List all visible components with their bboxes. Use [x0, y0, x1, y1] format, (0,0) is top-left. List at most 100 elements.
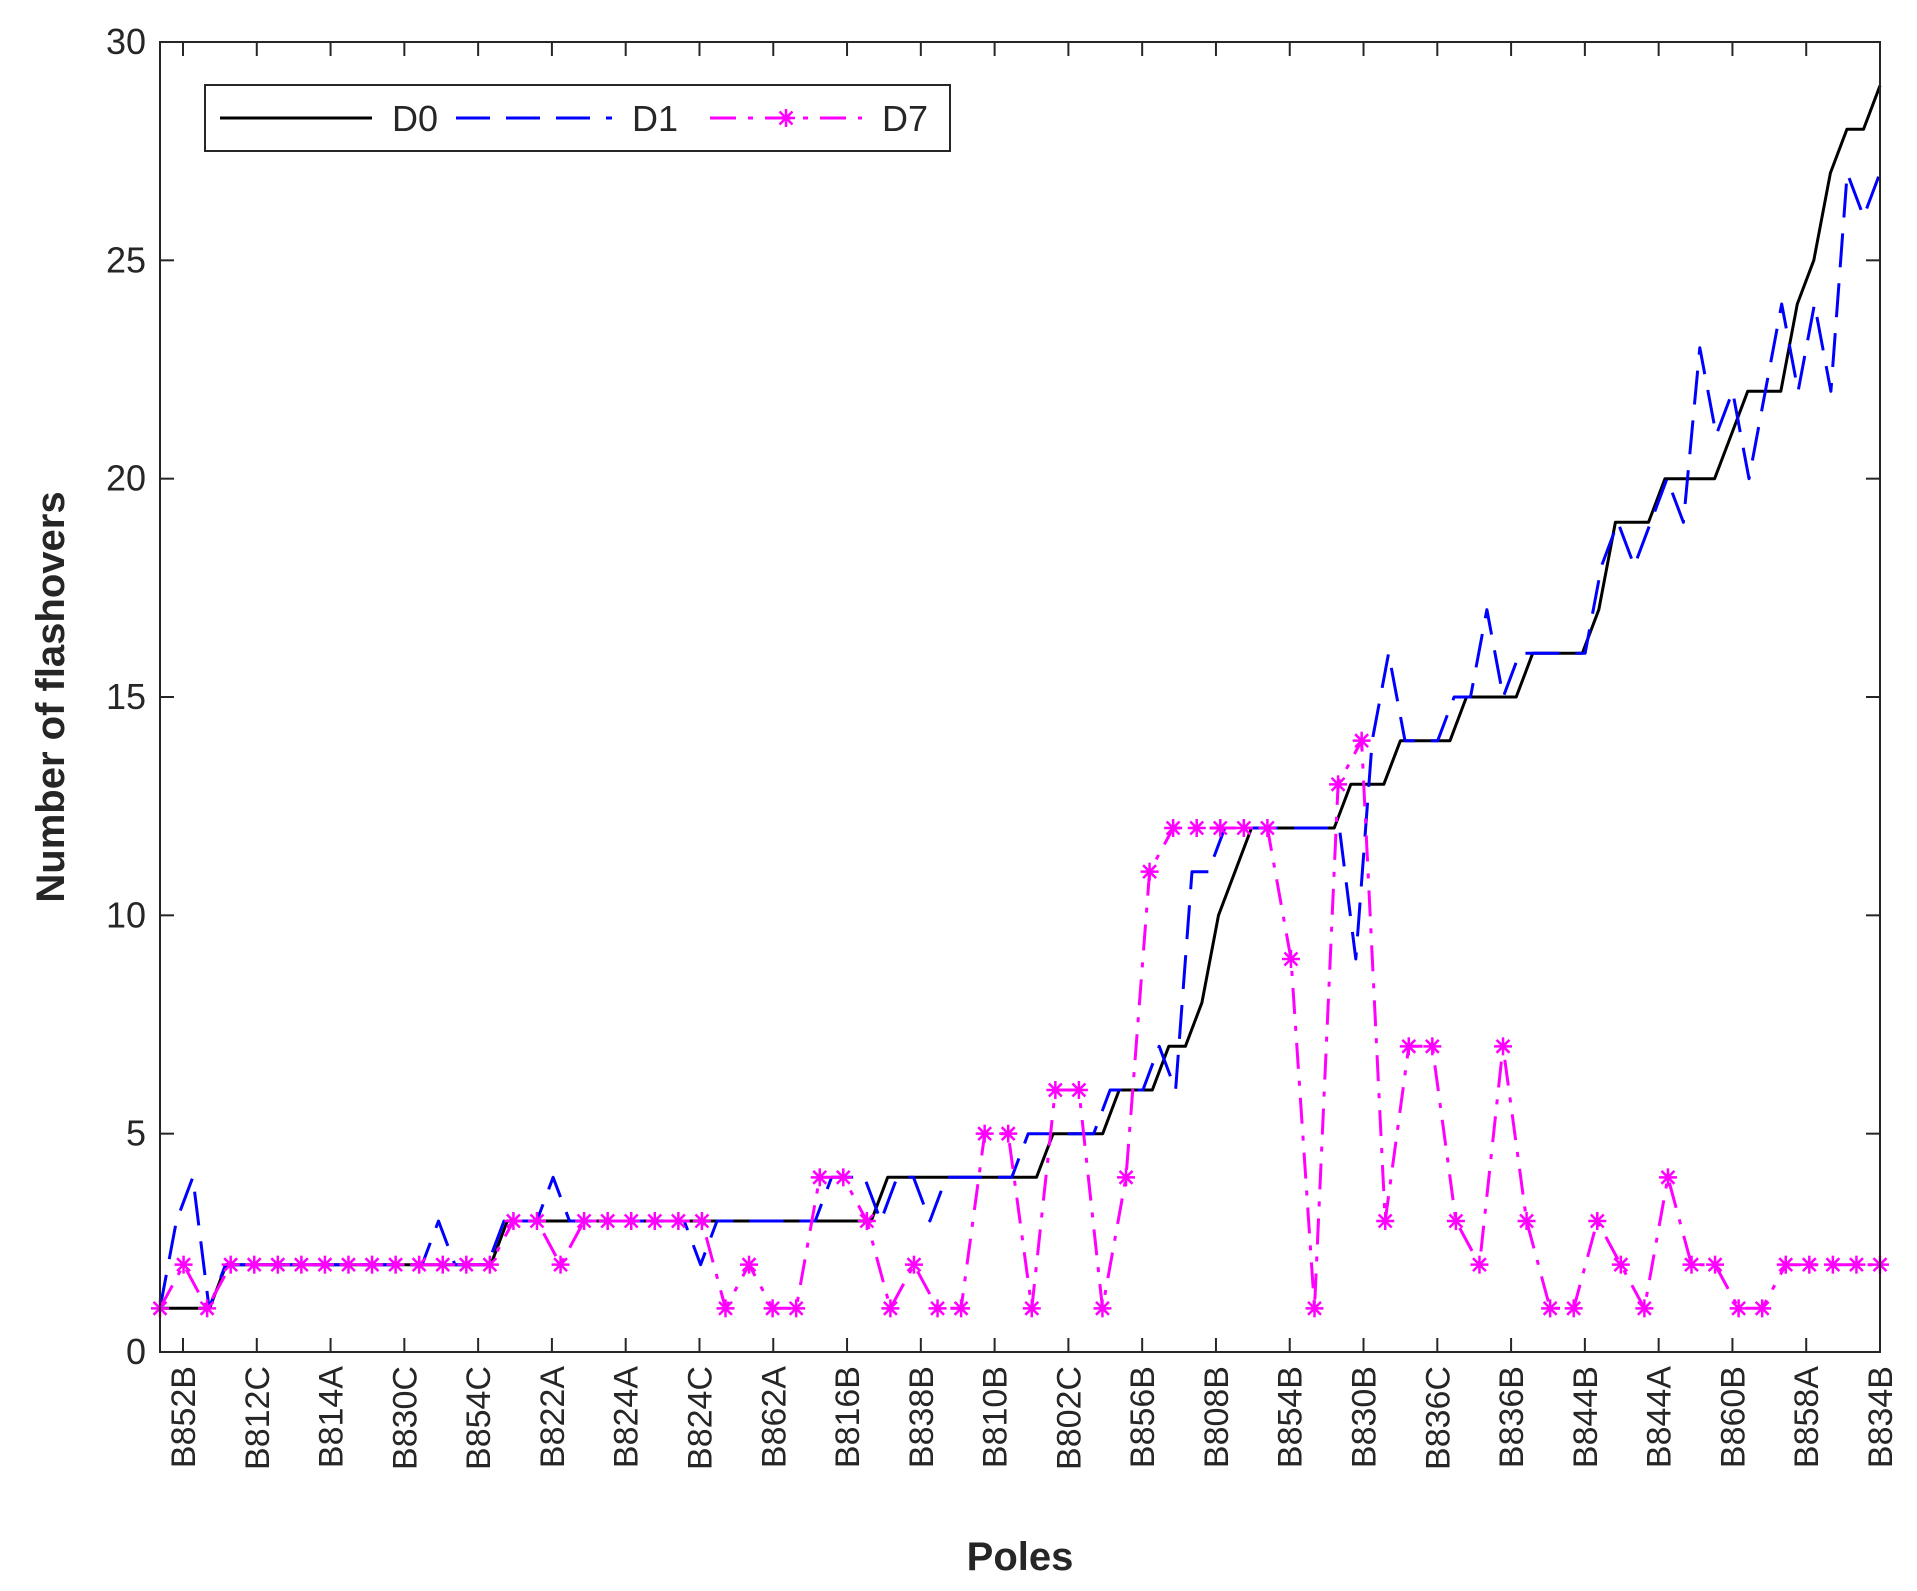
x-tick-label: B862A	[755, 1366, 793, 1468]
data-point-marker	[221, 1255, 240, 1274]
x-tick-label: B858A	[1788, 1366, 1826, 1468]
y-tick-label: 10	[106, 894, 146, 935]
data-point-marker	[928, 1299, 947, 1318]
y-tick-label: 30	[106, 21, 146, 62]
x-tick-label: B816B	[829, 1366, 867, 1468]
x-tick-label: B814A	[313, 1366, 351, 1468]
x-axis: B852B B812C B814A B830C B854C B822A B824A B824C…	[165, 42, 1900, 1470]
x-tick-label: B854B	[1272, 1366, 1310, 1468]
data-point-marker	[1706, 1255, 1725, 1274]
data-point-marker	[1376, 1212, 1395, 1230]
data-point-marker	[1682, 1255, 1701, 1274]
data-point-marker	[410, 1255, 429, 1274]
data-point-marker	[292, 1255, 311, 1274]
data-point-marker	[598, 1212, 617, 1230]
data-point-marker	[1588, 1212, 1607, 1230]
data-point-marker	[1093, 1299, 1112, 1318]
data-point-marker	[1258, 819, 1277, 837]
x-tick-label: B834B	[1862, 1366, 1900, 1468]
data-point-marker	[575, 1212, 594, 1230]
x-tick-label: B824A	[608, 1366, 646, 1468]
data-point-marker	[433, 1255, 452, 1274]
data-point-marker	[268, 1255, 287, 1274]
data-point-marker	[1046, 1081, 1065, 1099]
x-tick-label: B822A	[534, 1366, 572, 1468]
data-point-marker	[339, 1255, 358, 1274]
y-tick-label: 0	[126, 1331, 146, 1372]
x-tick-label: B812C	[239, 1366, 277, 1470]
legend: D0 D1 D7	[204, 84, 951, 152]
x-axis-title: Poles	[967, 1535, 1074, 1579]
x-tick-label: B836C	[1419, 1366, 1457, 1470]
x-tick-label: B856B	[1124, 1366, 1162, 1468]
data-point-marker	[1423, 1037, 1442, 1056]
data-point-marker	[834, 1168, 853, 1187]
data-point-marker	[777, 109, 795, 127]
data-point-marker	[1352, 731, 1371, 750]
data-point-marker	[1800, 1255, 1819, 1274]
data-point-marker	[1117, 1168, 1136, 1187]
x-tick-label: B802C	[1050, 1366, 1088, 1470]
data-point-marker	[363, 1255, 382, 1274]
data-point-marker	[952, 1299, 971, 1318]
data-point-marker	[198, 1299, 217, 1318]
data-point-marker	[315, 1255, 334, 1274]
data-point-marker	[1847, 1255, 1866, 1274]
x-tick-label: B830C	[386, 1366, 424, 1470]
data-point-marker	[1611, 1255, 1630, 1274]
data-point-marker	[881, 1299, 900, 1318]
y-tick-label: 5	[126, 1113, 146, 1154]
legend-label-d7: D7	[882, 98, 928, 139]
legend-label-d1: D1	[632, 98, 678, 139]
x-tick-label: B824C	[681, 1366, 719, 1470]
data-point-marker	[1211, 819, 1230, 837]
data-point-marker	[245, 1255, 264, 1274]
series-layer	[151, 85, 1889, 1318]
data-point-marker	[527, 1212, 546, 1230]
y-tick-label: 15	[106, 676, 146, 717]
x-tick-label: B808B	[1198, 1366, 1236, 1468]
y-tick-label: 25	[106, 239, 146, 280]
x-tick-label: B830B	[1346, 1366, 1384, 1468]
data-point-marker	[1399, 1037, 1418, 1056]
data-point-marker	[551, 1255, 570, 1274]
data-point-marker	[1069, 1081, 1088, 1099]
data-point-marker	[1658, 1168, 1677, 1187]
y-tick-label: 20	[106, 458, 146, 499]
data-point-marker	[1823, 1255, 1842, 1274]
data-point-marker	[1187, 819, 1206, 837]
data-point-marker	[1564, 1299, 1583, 1318]
data-point-marker	[1446, 1212, 1465, 1230]
x-tick-label: B854C	[460, 1366, 498, 1470]
data-point-marker	[740, 1255, 759, 1274]
data-point-marker	[1140, 862, 1159, 881]
data-point-marker	[457, 1255, 476, 1274]
series-line-d7	[158, 739, 1880, 1310]
x-tick-label: B844B	[1567, 1366, 1605, 1468]
data-point-marker	[480, 1255, 499, 1274]
legend-label-d0: D0	[392, 98, 438, 139]
x-tick-label: B838B	[903, 1366, 941, 1468]
y-axis: 0 5 10 15 20 25 30	[106, 21, 1880, 1372]
data-point-marker	[386, 1255, 405, 1274]
data-point-marker	[1541, 1299, 1560, 1318]
series-line-d1	[158, 171, 1882, 1310]
data-point-marker	[174, 1255, 193, 1274]
data-point-marker	[504, 1212, 523, 1230]
data-point-marker	[1022, 1299, 1041, 1318]
x-tick-label: B844A	[1641, 1366, 1679, 1468]
data-point-marker	[1494, 1037, 1513, 1056]
x-tick-label: B810B	[977, 1366, 1015, 1468]
data-point-marker	[1729, 1299, 1748, 1318]
data-point-marker	[1305, 1299, 1324, 1318]
data-point-marker	[692, 1212, 711, 1230]
x-tick-label: B852B	[165, 1366, 203, 1468]
y-axis-title: Number of flashovers	[29, 491, 73, 902]
data-point-marker	[1776, 1255, 1795, 1274]
data-point-marker	[716, 1299, 735, 1318]
data-point-marker	[645, 1212, 664, 1230]
x-tick-label: B860B	[1714, 1366, 1752, 1468]
data-point-marker	[975, 1124, 994, 1143]
